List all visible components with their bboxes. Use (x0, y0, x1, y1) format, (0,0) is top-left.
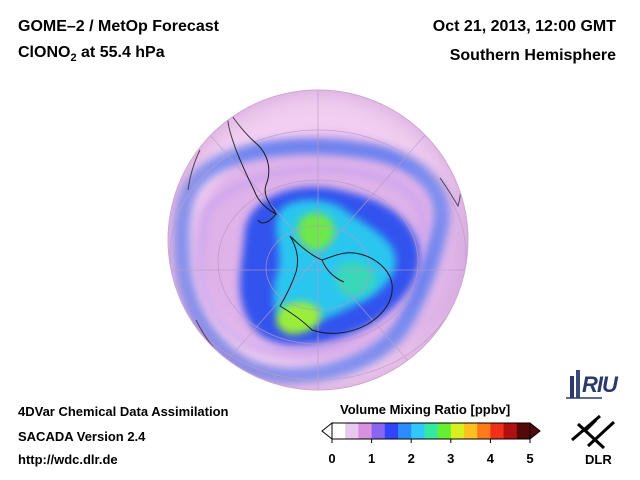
dlr-logo (571, 414, 616, 450)
colorbar-cell (398, 423, 412, 439)
species-subscript: 2 (70, 52, 77, 65)
colorbar-cell (332, 423, 346, 439)
colorbar-tick-1: 1 (367, 451, 376, 466)
colorbar-cell (424, 423, 439, 439)
colorbar-cell (384, 423, 399, 439)
colorbar (321, 421, 541, 443)
footer-url: http://wdc.dlr.de (18, 452, 118, 467)
colorbar-cell (437, 423, 452, 439)
colorbar-cell (503, 423, 518, 439)
title-line-1: GOME–2 / MetOp Forecast (18, 18, 219, 35)
pressure-level: at 55.4 hPa (76, 44, 165, 61)
colorbar-cell (358, 423, 373, 439)
footer-line-2: SACADA Version 2.4 (18, 429, 146, 444)
colorbar-tick-0: 0 (328, 451, 336, 466)
colorbar-tick-4: 4 (486, 451, 494, 466)
colorbar-cell (411, 423, 425, 439)
colorbar-cell (516, 423, 531, 439)
colorbar-tick-marks (331, 439, 531, 443)
colorbar-tick-5: 5 (526, 451, 534, 466)
species-name: ClONO (18, 44, 71, 61)
colorbar-high-triangle (529, 421, 541, 441)
colorbar-cell (371, 423, 386, 439)
colorbar-cell (464, 423, 478, 439)
riu-logo-text: RIU (582, 372, 618, 397)
globe (167, 89, 469, 391)
colorbar-tick-2: 2 (407, 451, 415, 466)
colorbar-tick-3: 3 (447, 451, 455, 466)
riu-logo (566, 370, 602, 399)
colorbar-cell (345, 423, 359, 439)
footer-line-1: 4DVar Chemical Data Assimilation (18, 404, 229, 419)
colorbar-cell (477, 423, 491, 439)
dlr-logo-text: DLR (585, 452, 612, 467)
title-line-2: ClONO2 at 55.4 hPa (18, 44, 165, 64)
colorbar-cell (450, 423, 465, 439)
forecast-date: Oct 21, 2013, 12:00 GMT (432, 18, 616, 35)
region-label: Southern Hemisphere (449, 47, 616, 64)
colorbar-low-triangle (321, 421, 333, 441)
colorbar-title: Volume Mixing Ratio [ppbv] (340, 402, 511, 417)
colorbar-cells (332, 423, 531, 439)
colorbar-cell (490, 423, 505, 439)
